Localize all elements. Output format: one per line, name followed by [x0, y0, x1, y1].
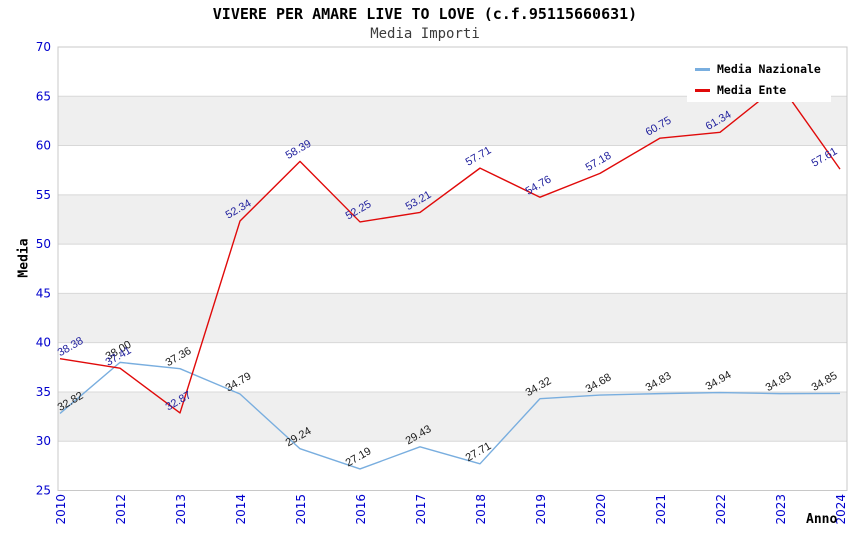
x-tick-labels: 2010 2012 2013 2014 2015 2016 2017 2018 2019 2020…	[54, 494, 848, 525]
legend-item-media-ente: Media Ente	[695, 82, 821, 98]
y-axis-title: Media	[16, 238, 32, 278]
svg-text:2013: 2013	[174, 494, 188, 525]
svg-text:2022: 2022	[714, 494, 728, 525]
chart-subtitle: Media Importi	[370, 26, 480, 42]
svg-text:2015: 2015	[294, 494, 308, 525]
plot-bands	[58, 96, 847, 442]
svg-text:40: 40	[36, 336, 51, 350]
svg-text:25: 25	[36, 484, 51, 498]
svg-text:34.79: 34.79	[224, 370, 254, 394]
x-axis-title: Anno	[806, 512, 838, 527]
svg-text:34.83: 34.83	[764, 370, 794, 394]
svg-text:57.61: 57.61	[810, 145, 840, 169]
svg-text:2017: 2017	[414, 494, 428, 525]
series-line-media-ente	[59, 83, 841, 414]
svg-text:2020: 2020	[594, 494, 608, 525]
legend-label: Media Nazionale	[717, 62, 821, 76]
svg-text:50: 50	[36, 237, 51, 251]
series-line-media-nazionale	[59, 361, 841, 470]
y-tick-labels: 25 30 35 40 45 50 55 60 65 70	[36, 40, 51, 498]
svg-text:55: 55	[36, 188, 51, 202]
chart-title: VIVERE PER AMARE LIVE TO LOVE (c.f.95115…	[212, 5, 638, 23]
svg-text:57.18: 57.18	[584, 150, 614, 174]
svg-text:57.71: 57.71	[464, 144, 494, 168]
svg-text:2018: 2018	[474, 494, 488, 525]
legend: Media Nazionale Media Ente	[687, 57, 831, 102]
svg-text:2023: 2023	[774, 494, 788, 525]
svg-text:2019: 2019	[534, 494, 548, 525]
svg-text:34.85: 34.85	[810, 370, 840, 394]
legend-label: Media Ente	[717, 83, 787, 97]
svg-text:60: 60	[36, 139, 51, 153]
svg-text:2014: 2014	[234, 494, 248, 525]
line-swatch-icon	[695, 67, 710, 71]
svg-text:2024: 2024	[834, 494, 848, 525]
svg-text:2010: 2010	[54, 494, 68, 525]
svg-text:2021: 2021	[654, 494, 668, 525]
svg-text:70: 70	[36, 40, 51, 54]
legend-item-media-nazionale: Media Nazionale	[695, 61, 821, 77]
svg-text:34.94: 34.94	[704, 369, 734, 393]
svg-text:27.71: 27.71	[464, 440, 494, 464]
line-swatch-icon	[695, 88, 710, 92]
svg-text:35: 35	[36, 385, 51, 399]
svg-text:30: 30	[36, 434, 51, 448]
svg-text:34.83: 34.83	[644, 370, 674, 394]
plot-border	[57, 46, 848, 491]
svg-text:2016: 2016	[354, 494, 368, 525]
svg-text:65: 65	[36, 89, 51, 103]
svg-text:2012: 2012	[114, 494, 128, 525]
svg-text:37.36: 37.36	[164, 345, 194, 369]
svg-text:45: 45	[36, 286, 51, 300]
